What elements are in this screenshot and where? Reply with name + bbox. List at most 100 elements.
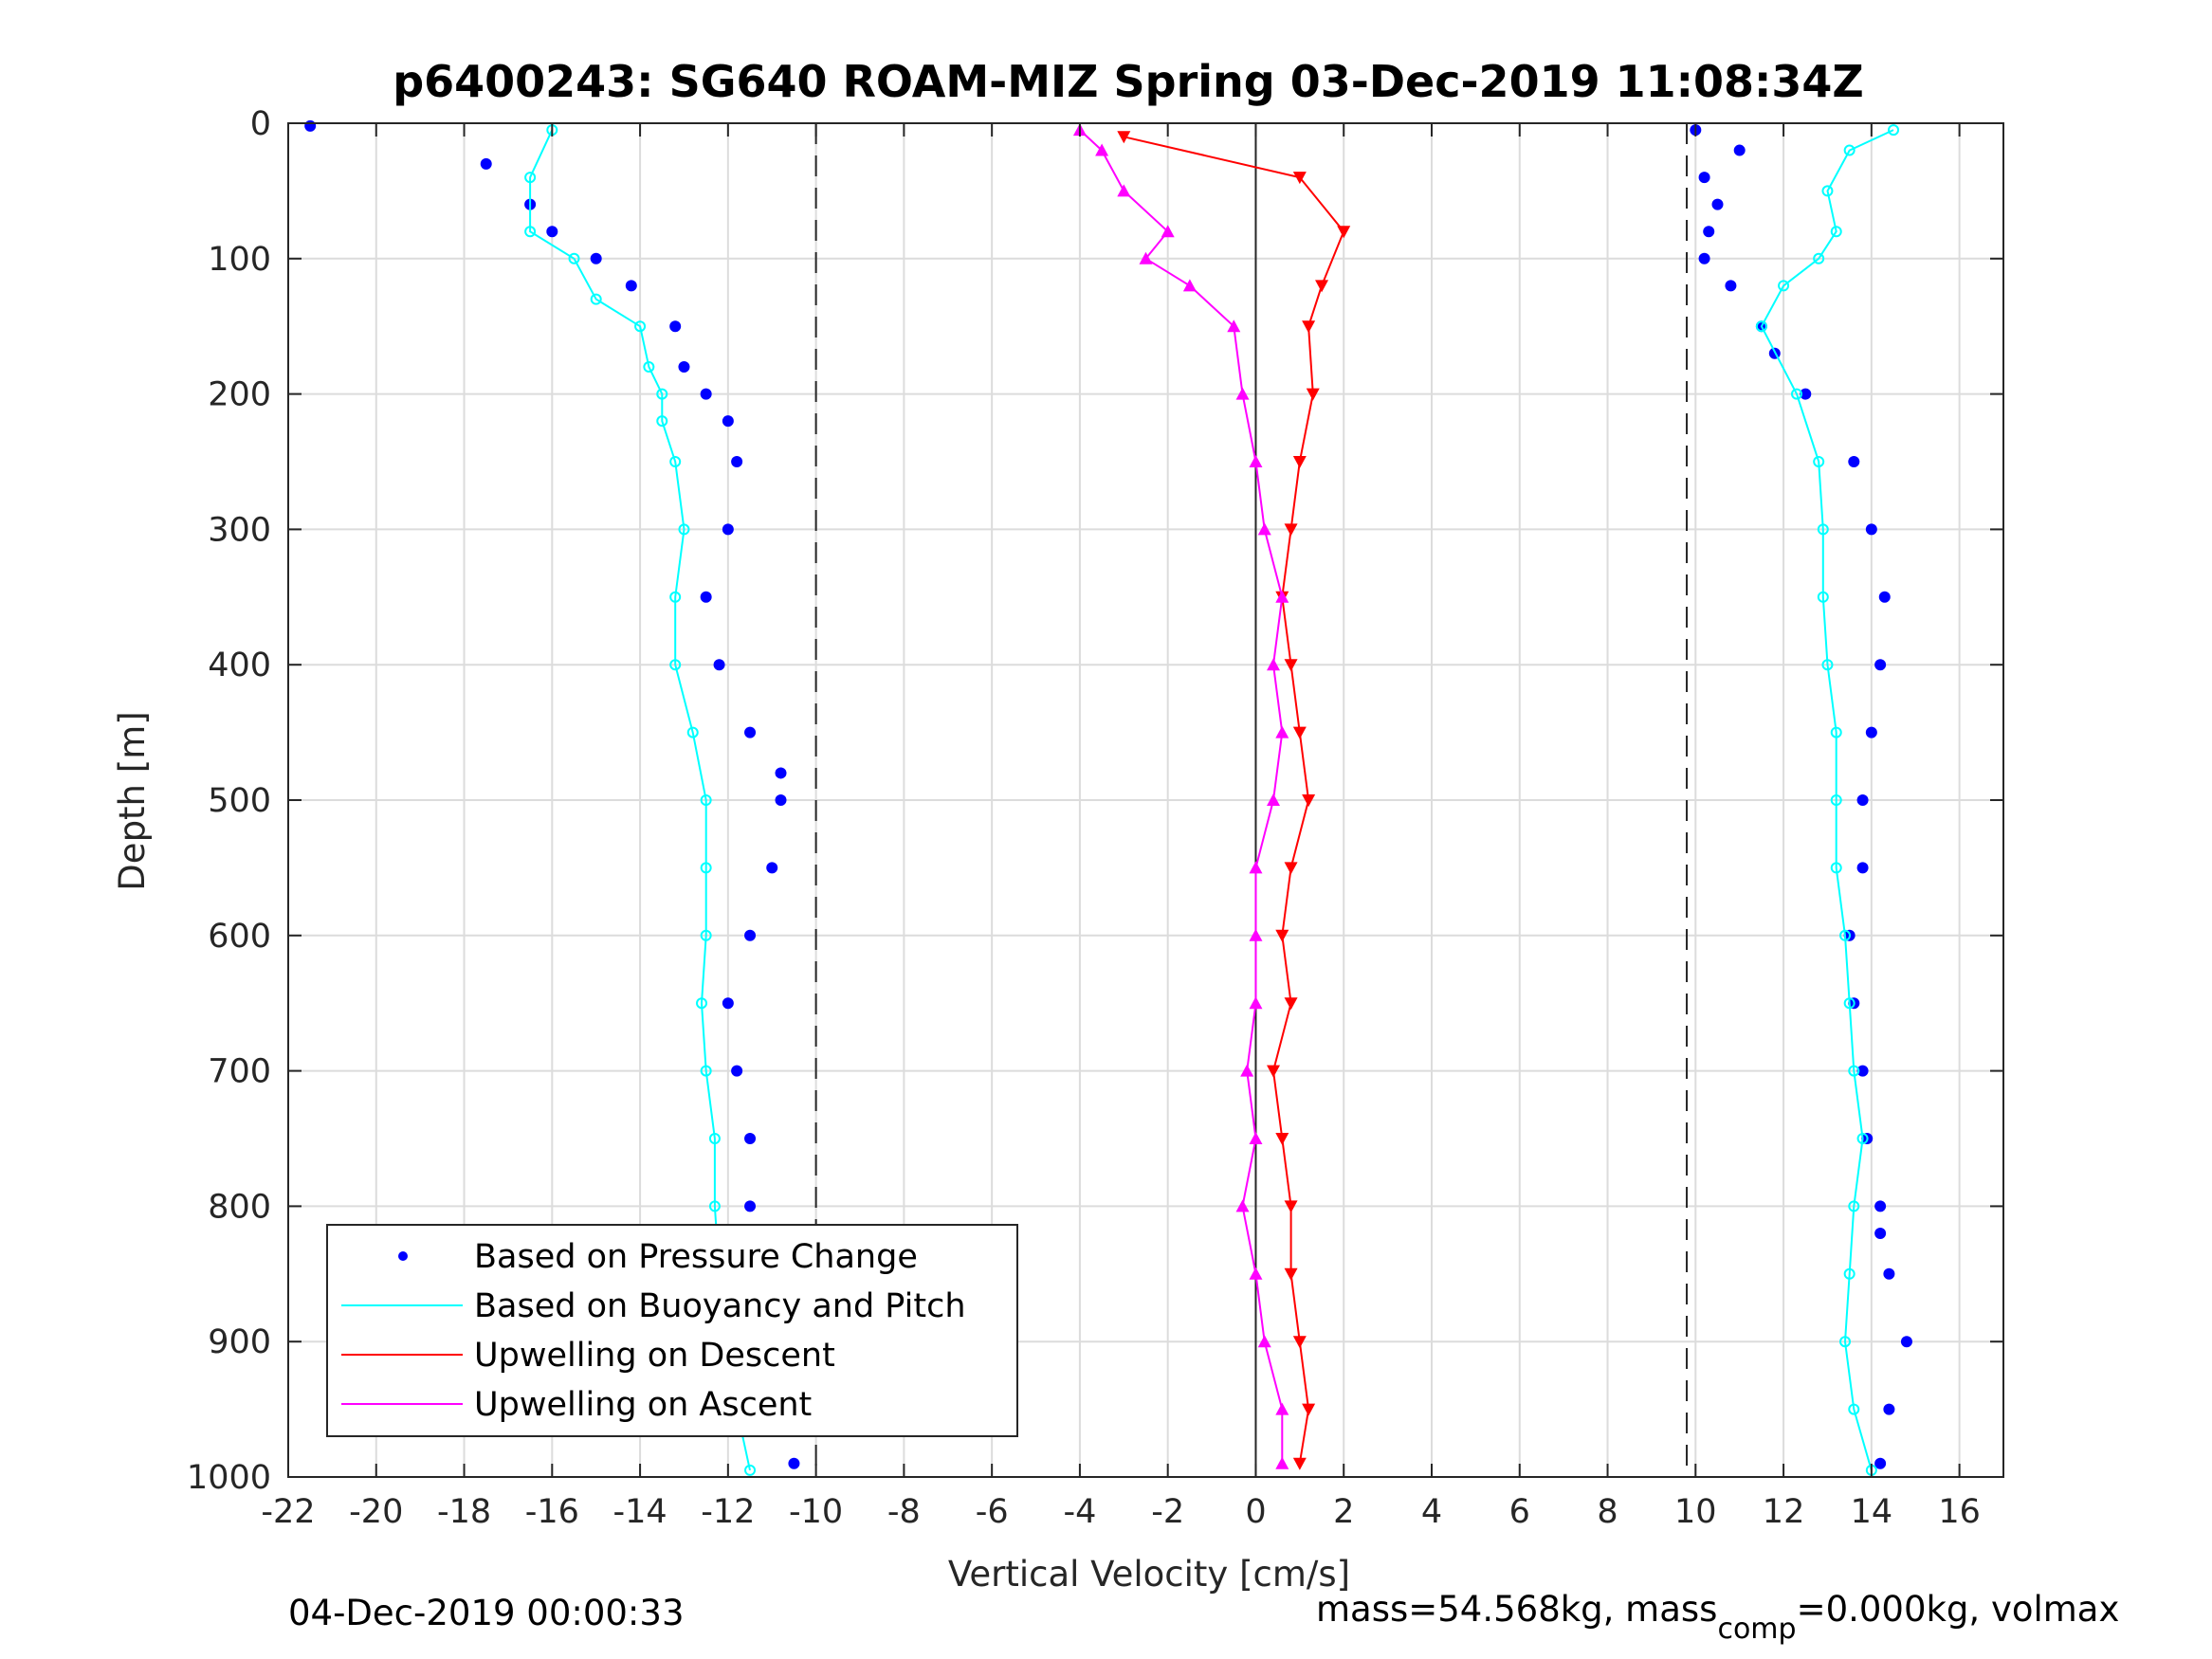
data-point [546,226,558,238]
data-point [1813,252,1825,264]
legend-label-ascent: Upwelling on Ascent [474,1386,812,1424]
x-tick-label: 6 [1509,1493,1530,1531]
data-point [1302,794,1316,807]
y-tick-label: 600 [208,918,271,956]
x-tick-label: -10 [789,1493,843,1531]
data-point [1275,1456,1289,1469]
data-point [1698,252,1710,264]
axis-ticks: -22 -20 -18 -16 -14 -12 -10 -8 -6 -4 -2 0 2 4 6 8 10 12 14… [187,105,2003,1531]
data-point [766,862,778,874]
data-point [775,794,787,806]
x-tick-label: -8 [887,1493,921,1531]
data-point [1848,456,1860,467]
data-point [1883,1403,1895,1415]
y-tick-label: 400 [208,647,271,684]
data-point [775,767,787,779]
data-point [1315,280,1329,293]
data-point [1292,1336,1307,1349]
data-point [1275,1402,1289,1415]
y-axis-label: Depth [m] [112,711,153,890]
x-tick-label: 16 [1938,1493,1981,1531]
data-point [1839,929,1852,941]
data-point [700,591,712,603]
legend-label-descent: Upwelling on Descent [474,1337,835,1375]
data-point [669,659,682,671]
y-tick-label: 100 [208,241,271,279]
data-point [1292,1457,1307,1470]
data-point [1117,131,1131,144]
data-point [708,1200,721,1212]
data-point [1249,928,1263,941]
y-tick-label: 800 [208,1188,271,1226]
chart-title: p6400243: SG640 ROAM-MIZ Spring 03-Dec-2… [393,56,1864,107]
x-tick-label: 8 [1597,1493,1618,1531]
data-point [1848,1200,1860,1212]
data-point [1267,793,1281,806]
data-point [700,388,712,400]
data-point [1883,1267,1895,1280]
data-point [1821,185,1834,197]
data-point [1703,226,1715,238]
footer-mass-subscript: comp [1717,1613,1796,1646]
data-point [1848,1065,1860,1077]
x-tick-label: -20 [349,1493,403,1531]
data-point [524,172,537,184]
data-point [590,252,602,264]
data-point [1306,388,1320,401]
data-point [669,456,682,467]
data-point [1878,591,1891,603]
data-point [744,1133,757,1144]
data-point [1257,522,1271,536]
data-point [1292,726,1307,739]
data-point [1249,1267,1263,1280]
x-tick-label: 4 [1421,1493,1442,1531]
legend-label-buoyancy: Based on Buoyancy and Pitch [474,1287,966,1325]
data-point [1249,861,1263,874]
footer-mass-info: mass=54.568kg, masscomp=0.000kg, volmax [1316,1589,2119,1646]
data-point [1284,659,1298,672]
data-point [1292,456,1307,468]
data-point [1856,862,1869,874]
data-point [1284,862,1298,875]
series-line-1 [529,129,751,1471]
data-point [1275,929,1289,942]
data-point [1821,659,1834,671]
footer-timestamp: 04-Dec-2019 00:00:33 [288,1593,684,1633]
data-point [1249,455,1263,467]
data-point [1843,1267,1856,1280]
x-tick-label: 10 [1674,1493,1717,1531]
x-tick-label: -22 [261,1493,315,1531]
data-point [744,726,757,738]
y-tick-label: 1000 [187,1459,271,1497]
data-point [1161,225,1175,238]
x-tick-label: -12 [701,1493,755,1531]
data-point [722,523,734,536]
data-point [744,1464,757,1476]
data-point [1839,1336,1852,1348]
footer-mass-prefix: mass=54.568kg, mass [1316,1589,1717,1630]
data-point [1711,198,1724,210]
y-tick-label: 200 [208,376,271,414]
y-tick-label: 0 [250,105,271,143]
data-point [788,1457,800,1469]
series-line-3 [1079,129,1284,1464]
data-point [1843,144,1856,156]
data-point [700,794,712,806]
data-point [1817,591,1829,603]
data-point [1240,1064,1254,1077]
data-point [634,320,647,333]
data-point [722,997,734,1010]
data-point [1817,523,1829,536]
data-point [669,320,682,333]
data-point [713,659,725,671]
x-tick-label: -14 [612,1493,667,1531]
x-tick-label: 12 [1763,1493,1805,1531]
data-point [1139,251,1153,264]
y-tick-label: 300 [208,511,271,549]
x-tick-label: 0 [1245,1493,1266,1531]
data-point [1874,1200,1887,1212]
data-point [1302,1403,1316,1416]
data-point [1284,523,1298,537]
x-tick-label: -18 [437,1493,491,1531]
x-tick-label: 14 [1851,1493,1893,1531]
